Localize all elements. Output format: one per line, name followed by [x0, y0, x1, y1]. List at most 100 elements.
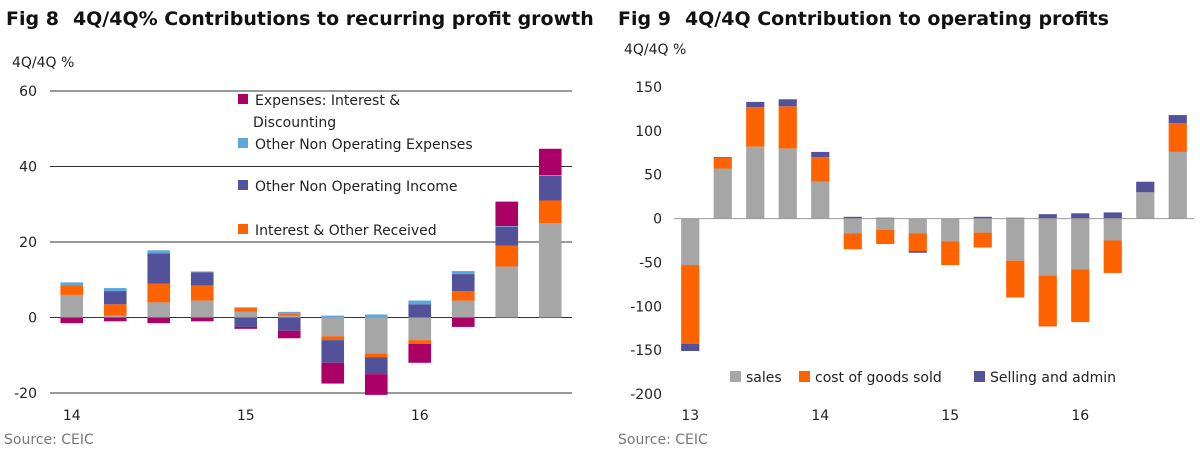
- bar-segment-base: [538, 223, 562, 318]
- bar-segment-other_non_operating_expenses: [451, 271, 475, 275]
- bar-segment-expenses_interest_discounting: [451, 317, 475, 327]
- bar-segment-base: [277, 315, 301, 318]
- bar-segment-other_non_operating_expenses: [277, 311, 301, 314]
- bar-segment-sga: [1071, 213, 1090, 219]
- bar-segment-sga: [746, 101, 765, 108]
- bar-segment-base: [234, 311, 258, 318]
- y-tick-label: 0: [28, 311, 37, 327]
- bar-segment-sales: [973, 218, 992, 233]
- bar-segment-other_non_operating_income: [103, 291, 127, 305]
- bar-segment-other_non_operating_income: [495, 226, 519, 246]
- bar-segment-other_non_operating_expenses: [495, 226, 519, 227]
- bar-segment-expenses_interest_discounting: [408, 343, 432, 363]
- bar-segment-cogs: [681, 265, 700, 345]
- legend-swatch-expenses_interest_discounting: [238, 94, 248, 104]
- bar-segment-base: [364, 317, 388, 354]
- source-note: Source: CEIC: [4, 432, 94, 448]
- bar-segment-expenses_interest_discounting: [103, 317, 127, 322]
- bar-segment-cogs: [811, 157, 830, 182]
- bar-segment-other_non_operating_income: [277, 317, 301, 331]
- legend-swatch-other_non_operating_income: [238, 180, 248, 190]
- bar-segment-other_non_operating_expenses: [538, 175, 562, 176]
- x-tick-label: 13: [681, 408, 699, 424]
- bar-segment-base: [103, 315, 127, 318]
- bar-segment-sga: [681, 344, 700, 352]
- bar-segment-sales: [876, 218, 895, 230]
- bar-segment-interest_other_received: [147, 283, 171, 303]
- bar-segment-sales: [811, 181, 830, 219]
- bar-segment-cogs: [843, 233, 862, 250]
- legend-label-interest_other_received: Interest & Other Received: [255, 223, 437, 239]
- legend-label-sga: Selling and admin: [990, 370, 1116, 386]
- chart-svg-fig9: -200 -150 -100 -50 0 50 100 150 13 14 15 16 sales cos…: [630, 80, 1194, 424]
- bar-segment-sales: [1136, 192, 1155, 219]
- bar-segment-interest_other_received: [321, 336, 345, 341]
- bar-segment-cogs: [746, 107, 765, 147]
- bar-segment-other_non_operating_income: [538, 175, 562, 201]
- source-note: Source: CEIC: [618, 432, 708, 448]
- y-tick-label: -150: [630, 343, 662, 359]
- bar-segment-interest_other_received: [277, 313, 301, 316]
- x-tick-label: 15: [237, 408, 255, 424]
- bar-segment-interest_other_received: [364, 353, 388, 358]
- bar-segment-sga: [908, 251, 927, 253]
- legend-swatch-other_non_operating_expenses: [238, 138, 248, 148]
- bar-segment-cogs: [1006, 260, 1025, 298]
- bar-segment-expenses_interest_discounting: [495, 201, 519, 227]
- bar-segment-cogs: [941, 241, 960, 266]
- bar-segment-expenses_interest_discounting: [277, 330, 301, 339]
- figure-title-text: 4Q/4Q% Contributions to recurring profit…: [72, 8, 594, 30]
- x-tick-label: 14: [63, 408, 81, 424]
- bar-segment-sales: [941, 218, 960, 242]
- bar-segment-sales: [908, 218, 927, 234]
- legend-label-other_non_operating_expenses: Other Non Operating Expenses: [255, 137, 473, 153]
- bar-segment-interest_other_received: [234, 308, 258, 312]
- legend-label-sales: sales: [746, 370, 782, 386]
- bar-segment-sales: [746, 146, 765, 219]
- bar-segment-sales: [778, 148, 797, 219]
- bar-segment-cogs: [908, 233, 927, 252]
- y-tick-label: 0: [653, 212, 662, 228]
- bar-segment-interest_other_received: [495, 245, 519, 267]
- bar-segment-cogs: [1103, 240, 1122, 273]
- y-tick-label: -200: [630, 387, 662, 403]
- legend-label-cogs: cost of goods sold: [815, 370, 942, 386]
- bar-segment-interest_other_received: [103, 304, 127, 316]
- bar-segment-expenses_interest_discounting: [538, 148, 562, 176]
- bar-segment-interest_other_received: [60, 285, 84, 295]
- bar-segment-sales: [843, 218, 862, 234]
- bar-segment-expenses_interest_discounting: [60, 317, 84, 324]
- x-tick-label: 14: [811, 408, 829, 424]
- bar-segment-other_non_operating_expenses: [60, 282, 84, 286]
- bar-segment-sales: [1006, 218, 1025, 261]
- bar-segment-base: [495, 266, 519, 318]
- bar-segment-cogs: [1168, 122, 1187, 152]
- y-tick-label: 100: [635, 124, 662, 140]
- bar-segment-cogs: [973, 232, 992, 248]
- bar-segment-sga: [1136, 181, 1155, 193]
- legend-swatch-interest_other_received: [238, 224, 248, 234]
- bar-segment-sga: [713, 157, 732, 159]
- bar-segment-other_non_operating_income: [451, 274, 475, 292]
- bar-segment-sales: [1071, 218, 1090, 270]
- bar-segment-sales: [1103, 218, 1122, 241]
- bar-segment-other_non_operating_expenses: [103, 288, 127, 292]
- y-tick-label: 40: [19, 160, 37, 176]
- chart-panel-fig9: Fig 9 4Q/4Q Contribution to operating pro…: [612, 0, 1200, 456]
- x-tick-label: 15: [941, 408, 959, 424]
- bar-segment-sga: [811, 151, 830, 158]
- y-tick-label: 60: [19, 84, 37, 100]
- y-axis-unit: 4Q/4Q %: [12, 55, 75, 71]
- bar-segment-sales: [681, 218, 700, 266]
- y-axis-unit: 4Q/4Q %: [624, 42, 687, 58]
- bar-segment-expenses_interest_discounting: [321, 362, 345, 384]
- bar-segment-cogs: [778, 106, 797, 149]
- bar-segment-other_non_operating_income: [234, 317, 258, 327]
- legend-label-expenses_interest_discounting: Expenses: Interest &: [255, 93, 400, 109]
- bar-segment-other_non_operating_income: [321, 340, 345, 363]
- bar-segment-sga: [973, 216, 992, 219]
- bar-segment-cogs: [713, 158, 732, 169]
- bar-segment-sales: [1038, 218, 1057, 276]
- bar-segment-expenses_interest_discounting: [234, 326, 258, 329]
- bar-segment-other_non_operating_expenses: [364, 314, 388, 318]
